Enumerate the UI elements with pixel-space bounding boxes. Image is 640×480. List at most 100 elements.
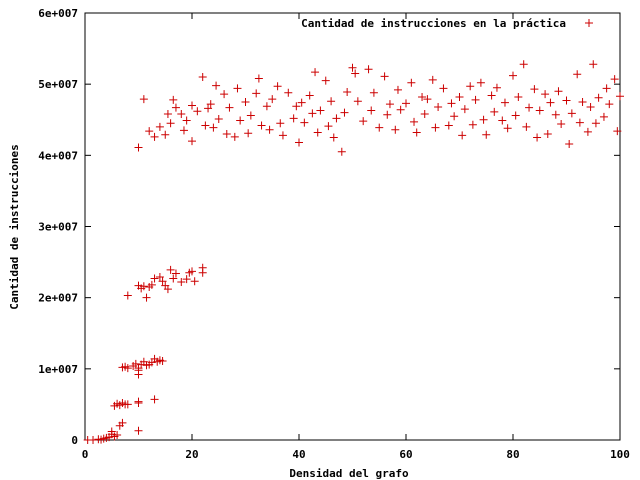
- data-point: [431, 123, 440, 132]
- y-tick-label: 1e+007: [38, 363, 78, 376]
- data-point: [220, 90, 229, 99]
- data-point: [311, 68, 320, 77]
- data-point: [509, 71, 517, 80]
- data-point: [188, 267, 196, 276]
- data-point: [476, 78, 485, 87]
- data-point: [324, 122, 333, 131]
- data-point: [273, 82, 282, 91]
- data-point: [460, 105, 469, 114]
- data-point: [118, 418, 127, 427]
- data-point: [329, 133, 338, 142]
- data-point: [171, 103, 180, 112]
- data-point: [458, 131, 467, 140]
- x-tick-label: 60: [399, 448, 412, 461]
- data-point: [407, 78, 416, 87]
- data-point: [198, 263, 207, 272]
- data-point: [543, 129, 552, 138]
- data-point: [393, 85, 402, 94]
- data-point: [410, 117, 419, 126]
- data-point: [557, 120, 566, 129]
- y-tick-label: 0: [71, 434, 78, 447]
- data-point: [236, 116, 245, 125]
- data-point: [573, 70, 582, 79]
- data-point: [134, 426, 143, 435]
- data-point: [613, 127, 622, 136]
- data-point: [530, 85, 539, 94]
- data-point: [391, 125, 400, 134]
- data-point: [447, 99, 456, 108]
- data-point: [161, 130, 170, 139]
- data-point: [468, 120, 477, 129]
- data-point: [278, 131, 287, 140]
- data-point: [337, 147, 346, 156]
- data-point: [284, 88, 293, 97]
- data-point: [444, 121, 453, 130]
- data-point: [554, 87, 563, 96]
- data-point: [292, 102, 301, 111]
- data-point: [420, 110, 429, 119]
- data-point: [380, 72, 389, 81]
- data-point: [589, 60, 598, 69]
- data-point: [177, 110, 186, 119]
- data-point: [359, 117, 368, 126]
- data-point: [147, 280, 156, 289]
- data-point: [241, 97, 250, 106]
- data-point: [163, 110, 172, 119]
- data-point: [163, 285, 172, 294]
- data-point: [479, 115, 488, 124]
- x-tick-label: 0: [82, 448, 89, 461]
- data-point: [89, 436, 98, 444]
- data-point: [610, 75, 619, 84]
- data-point: [123, 364, 132, 373]
- y-tick-label: 5e+007: [38, 78, 78, 91]
- data-point: [375, 123, 384, 132]
- y-tick-label: 2e+007: [38, 292, 78, 305]
- data-point: [487, 91, 496, 100]
- data-point: [578, 97, 587, 106]
- data-point: [179, 126, 188, 135]
- data-point: [466, 82, 475, 91]
- data-point: [396, 105, 405, 114]
- data-point: [511, 111, 520, 120]
- data-point: [169, 274, 178, 283]
- data-point: [139, 95, 148, 104]
- data-point: [230, 132, 239, 141]
- data-point: [546, 98, 555, 107]
- data-point: [190, 277, 199, 286]
- x-tick-label: 40: [292, 448, 305, 461]
- data-point: [297, 98, 306, 107]
- legend-marker-symbol: [585, 19, 593, 27]
- data-point: [353, 97, 362, 106]
- data-point: [188, 101, 196, 110]
- data-point: [252, 89, 261, 98]
- data-point: [385, 100, 394, 109]
- data-point: [533, 133, 542, 142]
- data-point: [139, 282, 148, 291]
- data-point: [265, 125, 274, 134]
- data-point: [308, 109, 317, 118]
- data-point: [482, 130, 491, 139]
- data-point: [519, 60, 528, 69]
- data-point: [313, 128, 322, 137]
- data-point: [289, 114, 298, 123]
- data-point: [500, 98, 509, 107]
- data-point: [182, 116, 191, 125]
- data-point: [145, 127, 154, 136]
- data-point: [214, 115, 223, 124]
- data-point: [166, 265, 175, 274]
- x-axis-label: Densidad del grafo: [289, 467, 409, 480]
- data-point: [182, 275, 191, 284]
- data-point: [113, 431, 122, 440]
- y-tick-label: 4e+007: [38, 149, 78, 162]
- data-point: [369, 88, 378, 97]
- data-point: [246, 111, 255, 120]
- data-point: [616, 92, 624, 101]
- data-point: [212, 81, 221, 90]
- data-point: [158, 357, 167, 366]
- data-points: [83, 60, 624, 444]
- data-point: [602, 84, 611, 93]
- data-point: [262, 102, 271, 111]
- data-point: [551, 110, 560, 119]
- data-point: [158, 277, 167, 286]
